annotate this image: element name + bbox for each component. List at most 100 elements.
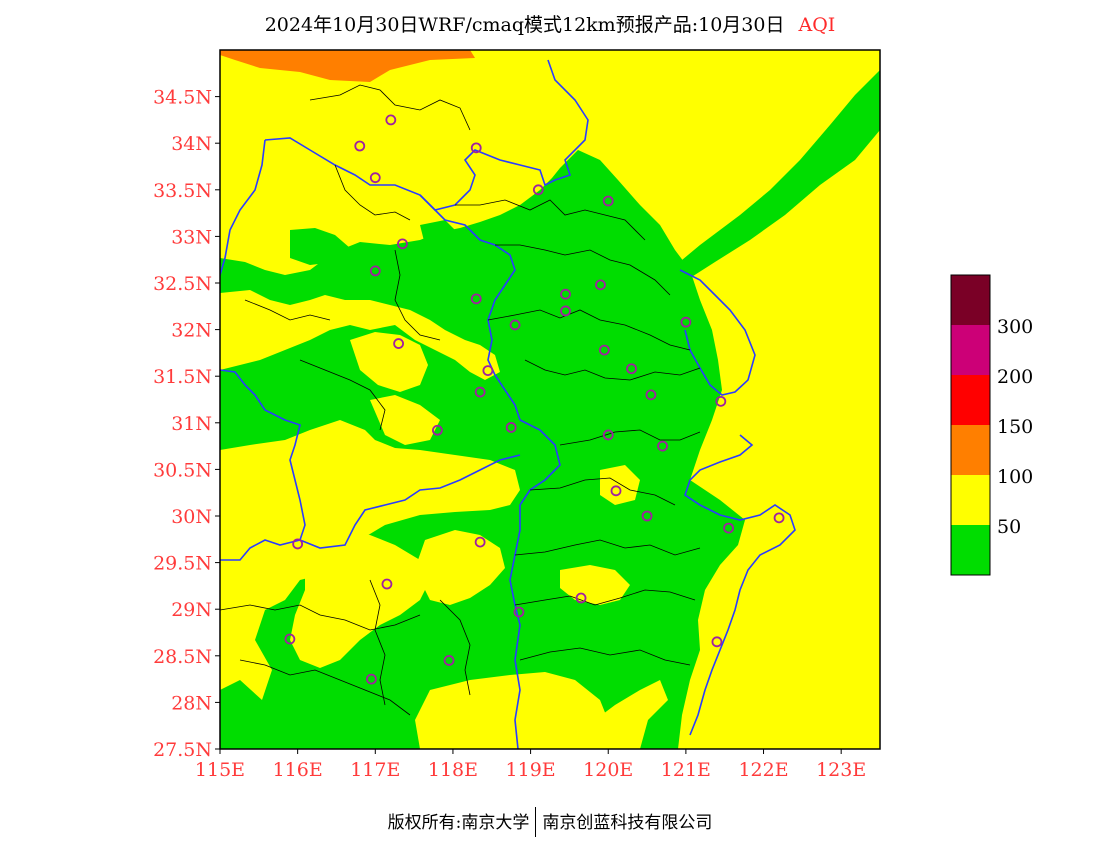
- aqi-field: [220, 50, 880, 749]
- latitude-axis: 34.5N 34N 33.5N 33N 32.5N 32N 31.5N 31N 30.5N 30N…: [153, 87, 220, 761]
- legend-label-50: 50: [997, 516, 1021, 538]
- station-marker: [773, 512, 785, 524]
- aqi-legend: 300 200 150 100 50: [950, 274, 1033, 576]
- station-marker: [432, 424, 443, 436]
- station-marker: [369, 265, 381, 277]
- lon-tick-label: 121E: [661, 759, 711, 781]
- lon-tick-label: 122E: [738, 759, 788, 781]
- station-marker: [397, 238, 408, 250]
- city-border-18: [439, 599, 471, 696]
- city-borders: [220, 84, 701, 716]
- station-marker: [532, 184, 544, 196]
- station-marker: [385, 114, 397, 126]
- lon-tick-label: 116E: [273, 759, 323, 781]
- legend-label-150: 150: [997, 416, 1033, 438]
- station-marker: [509, 319, 521, 331]
- border-shandong-jiangsu: [264, 59, 589, 211]
- city-border-11: [519, 647, 691, 666]
- legend-label-200: 200: [997, 366, 1033, 388]
- lat-tick-label: 29.5N: [153, 553, 212, 575]
- lon-tick-label: 118E: [428, 759, 478, 781]
- border-hubei-anhui: [220, 369, 306, 561]
- station-marker: [560, 305, 571, 317]
- lat-tick-label: 34N: [171, 133, 212, 155]
- lat-tick-label: 32.5N: [153, 273, 212, 295]
- border-anhui-zhejiang: [509, 419, 561, 749]
- city-border-3: [455, 199, 646, 241]
- aqi-moderate-hole-b: [370, 395, 440, 445]
- lat-tick-label: 31.5N: [153, 366, 212, 388]
- city-border-8: [529, 477, 676, 506]
- longitude-axis: 115E 116E 117E 118E 119E 120E 121E 122E 123E: [195, 749, 866, 781]
- legend-frame: [950, 274, 991, 576]
- border-anhui-jiangxi: [299, 454, 521, 549]
- city-border-1: [309, 84, 471, 131]
- station-marker: [641, 510, 653, 522]
- station-marker: [513, 606, 525, 618]
- aqi-good-patch-a: [290, 228, 350, 265]
- station-marker: [505, 422, 517, 433]
- city-border-15: [220, 604, 421, 631]
- station-marker: [354, 140, 366, 152]
- station-marker: [575, 592, 587, 604]
- station-marker: [602, 195, 614, 207]
- station-marker: [657, 440, 668, 452]
- station-marker: [470, 142, 482, 154]
- aqi-good-west: [220, 372, 300, 448]
- station-markers: [284, 114, 785, 685]
- aqi-sensitive-area: [220, 50, 475, 82]
- station-marker: [626, 363, 637, 375]
- city-border-2: [334, 164, 411, 221]
- border-anhui-jiangsu: [419, 194, 521, 421]
- partner-text: 南京创蓝科技有限公司: [542, 813, 713, 833]
- station-marker: [602, 429, 614, 441]
- lon-tick-label: 120E: [583, 759, 633, 781]
- lat-tick-label: 34.5N: [153, 87, 212, 109]
- station-marker: [470, 293, 482, 305]
- city-border-5: [487, 309, 691, 351]
- station-marker: [645, 389, 657, 401]
- coastline-zhejiang: [684, 434, 796, 736]
- lat-tick-label: 33N: [171, 226, 212, 248]
- legend-swatch-hazardous: [951, 275, 990, 325]
- city-border-7: [559, 429, 701, 446]
- legend-swatch-moderate: [951, 475, 990, 525]
- city-border-6: [524, 359, 701, 381]
- legend-swatch-good: [951, 525, 990, 575]
- aqi-moderate-south: [415, 672, 610, 749]
- station-marker: [292, 538, 304, 550]
- aqi-good-offshore: [670, 70, 880, 278]
- aqi-moderate-hole-c: [290, 530, 430, 668]
- station-marker: [474, 536, 486, 548]
- city-border-12: [299, 359, 386, 431]
- station-marker: [284, 633, 296, 645]
- station-marker: [680, 316, 692, 328]
- variable-label: AQI: [798, 14, 836, 36]
- footer-separator: [535, 806, 537, 837]
- station-marker: [723, 522, 734, 534]
- footer: 版权所有:南京大学 南京创蓝科技有限公司: [0, 806, 1100, 839]
- station-marker: [595, 279, 606, 291]
- lat-tick-label: 28.5N: [153, 646, 212, 668]
- lon-tick-label: 115E: [195, 759, 245, 781]
- station-marker: [474, 386, 486, 398]
- station-marker: [443, 655, 455, 666]
- lat-tick-label: 33.5N: [153, 180, 212, 202]
- city-border-17: [369, 579, 386, 706]
- city-border-13: [244, 299, 331, 321]
- legend-swatch-sensitive: [951, 425, 990, 475]
- station-marker: [381, 578, 393, 590]
- station-marker: [715, 395, 727, 407]
- city-border-10: [514, 589, 696, 606]
- city-border-16: [239, 659, 411, 716]
- lon-tick-label: 119E: [506, 759, 556, 781]
- legend-swatch-very-unhealthy: [951, 325, 990, 375]
- station-marker: [393, 338, 404, 349]
- station-marker: [560, 288, 571, 300]
- lat-tick-label: 30N: [171, 506, 212, 528]
- copyright-text: 版权所有:南京大学: [387, 813, 530, 833]
- station-marker: [598, 344, 610, 356]
- map-frame: [219, 49, 881, 750]
- city-border-9: [514, 539, 701, 556]
